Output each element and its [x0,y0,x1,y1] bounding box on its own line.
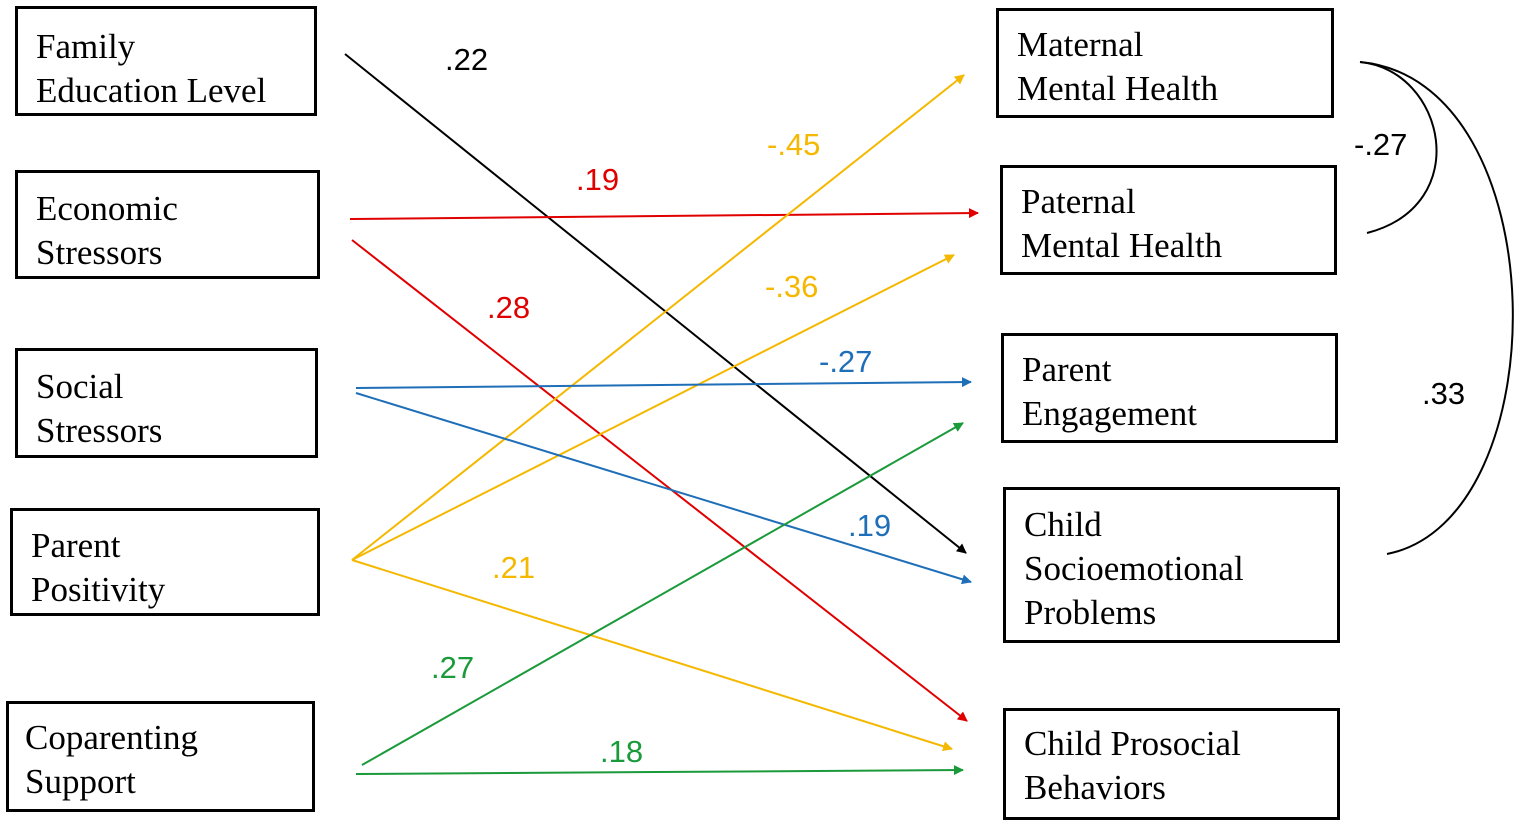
path-arrow-positivity-to-paternal [351,254,955,561]
box-child-prosocial-behaviors: Child Prosocial Behaviors [1003,708,1340,820]
coef-label-positivity-to-maternal: -.45 [767,127,820,162]
box-label-line: Positivity [31,570,166,609]
box-label-line: Socioemotional [1024,549,1244,588]
box-label-line: Maternal [1017,25,1144,64]
box-label-line: Stressors [36,411,163,450]
coef-label-family-education-to-socioemotional: .22 [445,42,488,77]
box-label-line: Mental Health [1021,226,1223,265]
box-label-line: Support [25,762,136,801]
box-label-line: Stressors [36,233,163,272]
box-coparenting-support: Coparenting Support [6,701,315,812]
box-parent-engagement: Parent Engagement [1001,333,1338,443]
coef-label-maternal-paternal: -.27 [1354,127,1407,162]
coef-label-positivity-to-paternal: -.36 [765,269,818,304]
correlation-arc-maternal-socioemotional [1359,61,1514,555]
box-label-line: Behaviors [1024,768,1166,807]
box-label-line: Child Prosocial [1024,724,1241,763]
path-arrow-coparenting-to-engagement [361,422,964,766]
coef-label-positivity-to-prosocial: .21 [492,550,535,585]
box-label-line: Parent [1022,350,1112,389]
box-label-line: Engagement [1022,394,1197,433]
box-label-line: Education Level [36,71,267,110]
coef-label-coparenting-to-engagement: .27 [431,650,474,685]
box-label-line: Family [36,27,136,66]
path-arrow-coparenting-to-prosocial [355,765,964,776]
box-label-line: Coparenting [25,718,199,757]
box-family-education-level: Family Education Level [15,6,317,116]
box-child-socioemotional-problems: Child Socioemotional Problems [1003,487,1340,643]
path-arrow-family-education-to-socioemotional [344,53,967,554]
coef-label-economic-to-prosocial: .28 [487,290,530,325]
box-label-line: Paternal [1021,182,1136,221]
path-arrow-positivity-to-prosocial [351,559,953,752]
coef-label-maternal-socioemotional: .33 [1422,376,1465,411]
correlation-arc-maternal-paternal [1359,61,1438,234]
box-label-line: Problems [1024,593,1157,632]
box-label-line: Economic [36,189,178,228]
coef-label-coparenting-to-prosocial: .18 [600,734,643,769]
coef-label-social-to-socioemotional: .19 [848,508,891,543]
path-arrow-economic-to-paternal [349,208,979,220]
path-arrow-economic-to-prosocial [351,239,968,722]
coef-label-economic-to-paternal: .19 [576,162,619,197]
box-paternal-mental-health: Paternal Mental Health [1000,165,1337,275]
box-label-line: Social [36,367,124,406]
path-arrow-social-to-socioemotional [355,392,972,585]
path-arrow-positivity-to-maternal [351,74,965,561]
box-label-line: Parent [31,526,121,565]
path-arrow-social-to-engagement [355,377,972,389]
box-economic-stressors: Economic Stressors [15,170,320,279]
coef-label-social-to-engagement: -.27 [819,344,872,379]
box-maternal-mental-health: Maternal Mental Health [996,8,1334,118]
box-label-line: Mental Health [1017,69,1219,108]
box-parent-positivity: Parent Positivity [10,508,320,616]
box-social-stressors: Social Stressors [15,348,318,458]
box-label-line: Child [1024,505,1102,544]
